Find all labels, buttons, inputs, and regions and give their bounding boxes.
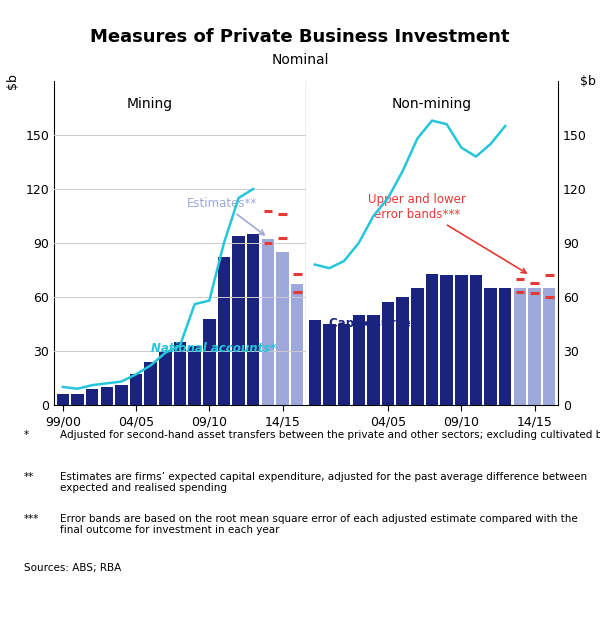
- Bar: [411, 288, 424, 405]
- Bar: [291, 284, 304, 405]
- Bar: [323, 324, 335, 405]
- Text: Sources: ABS; RBA: Sources: ABS; RBA: [24, 563, 121, 573]
- Text: Estimates are firms’ expected capital expenditure, adjusted for the past average: Estimates are firms’ expected capital ex…: [60, 472, 587, 493]
- Bar: [218, 257, 230, 405]
- Bar: [397, 297, 409, 405]
- Bar: [262, 239, 274, 405]
- Bar: [308, 320, 321, 405]
- Bar: [455, 275, 467, 405]
- Text: Adjusted for second-hand asset transfers between the private and other sectors; : Adjusted for second-hand asset transfers…: [60, 430, 600, 440]
- Text: Mining: Mining: [127, 97, 173, 111]
- Bar: [353, 315, 365, 405]
- Text: Non-mining: Non-mining: [392, 97, 472, 111]
- Bar: [382, 302, 394, 405]
- Bar: [86, 389, 98, 405]
- Bar: [174, 342, 186, 405]
- Bar: [56, 394, 69, 405]
- Text: **: **: [24, 472, 34, 482]
- Text: Capex survey: Capex survey: [329, 318, 419, 330]
- Bar: [130, 374, 142, 405]
- Bar: [543, 288, 556, 405]
- Bar: [440, 275, 453, 405]
- Text: Nominal: Nominal: [271, 53, 329, 67]
- Bar: [529, 288, 541, 405]
- Bar: [470, 275, 482, 405]
- Bar: [159, 351, 172, 405]
- Bar: [71, 394, 83, 405]
- Text: National accounts*: National accounts*: [151, 341, 276, 354]
- Bar: [101, 387, 113, 405]
- Text: *: *: [24, 430, 29, 440]
- Bar: [232, 235, 245, 405]
- Bar: [514, 288, 526, 405]
- Text: ***: ***: [24, 513, 40, 523]
- Y-axis label: $b: $b: [6, 73, 19, 89]
- Bar: [367, 315, 380, 405]
- Bar: [499, 288, 511, 405]
- Bar: [426, 273, 438, 405]
- Bar: [145, 362, 157, 405]
- Bar: [247, 234, 259, 405]
- Bar: [115, 385, 128, 405]
- Y-axis label: $b: $b: [580, 75, 596, 87]
- Bar: [484, 288, 497, 405]
- Bar: [338, 324, 350, 405]
- Bar: [277, 252, 289, 405]
- Bar: [188, 346, 201, 405]
- Text: Estimates**: Estimates**: [187, 197, 264, 235]
- Text: Measures of Private Business Investment: Measures of Private Business Investment: [90, 28, 510, 46]
- Bar: [203, 318, 215, 405]
- Text: Upper and lower
error bands***: Upper and lower error bands***: [368, 193, 526, 273]
- Text: Error bands are based on the root mean square error of each adjusted estimate co: Error bands are based on the root mean s…: [60, 513, 578, 535]
